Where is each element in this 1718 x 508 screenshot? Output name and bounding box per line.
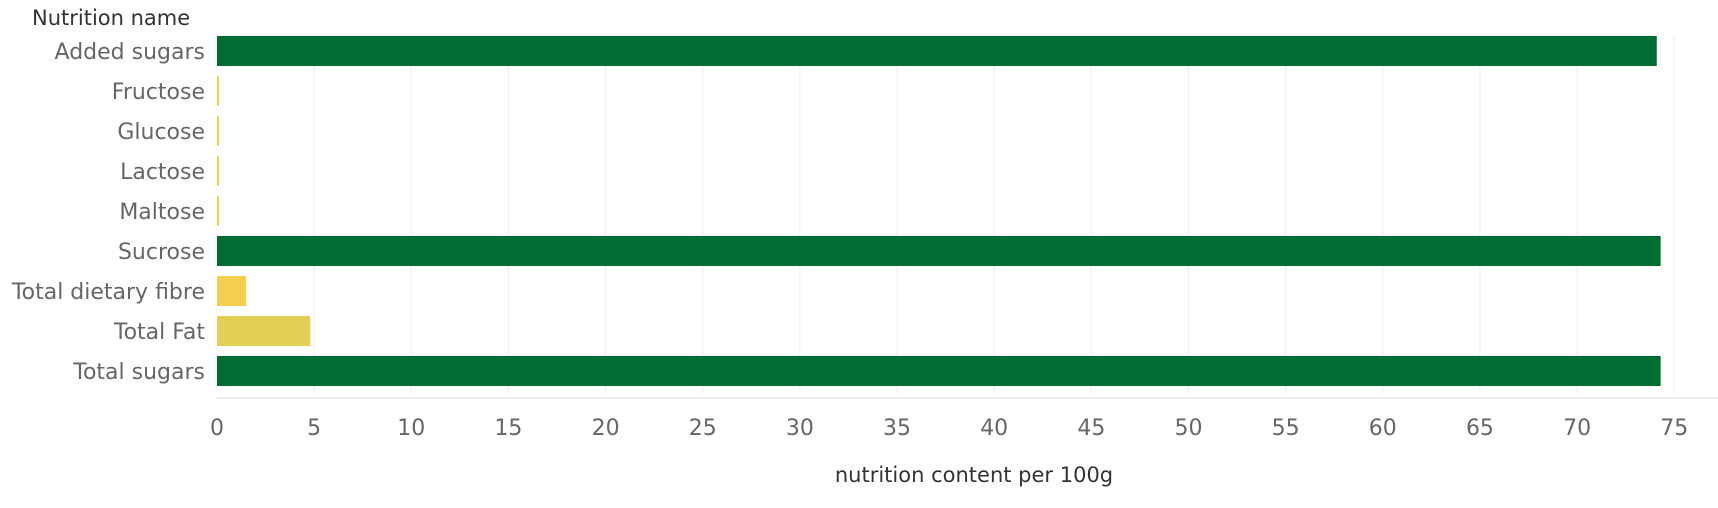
bar — [217, 276, 247, 306]
x-tick-label: 20 — [592, 416, 620, 441]
category-label: Total dietary fibre — [11, 280, 205, 305]
x-axis-ticks: 0 5 10 15 20 25 30 35 40 45 50 55 60 65 70 75 — [210, 416, 1688, 441]
category-label: Total Fat — [113, 320, 205, 345]
x-tick-label: 50 — [1175, 416, 1203, 441]
x-tick-label: 40 — [980, 416, 1008, 441]
x-tick-label: 0 — [210, 416, 224, 441]
category-label: Maltose — [119, 200, 205, 225]
category-label: Sucrose — [118, 240, 205, 265]
row-header: Nutrition name — [32, 6, 190, 30]
bar — [217, 356, 1661, 386]
bar — [217, 196, 219, 226]
category-label: Fructose — [112, 80, 205, 105]
bar — [217, 36, 1657, 66]
x-tick-label: 5 — [307, 416, 321, 441]
x-tick-label: 35 — [883, 416, 911, 441]
bar — [217, 116, 219, 146]
gridlines — [313, 36, 1675, 393]
x-tick-label: 55 — [1272, 416, 1300, 441]
category-labels: Added sugars Fructose Glucose Lactose Maltos… — [11, 40, 205, 385]
x-axis-title: nutrition content per 100g — [835, 463, 1113, 487]
x-tick-label: 65 — [1466, 416, 1494, 441]
category-label: Added sugars — [55, 40, 205, 65]
category-label: Glucose — [117, 120, 205, 145]
x-tick-label: 30 — [786, 416, 814, 441]
x-tick-label: 15 — [494, 416, 522, 441]
bar — [217, 316, 311, 346]
category-label: Total sugars — [72, 360, 205, 385]
x-tick-label: 60 — [1369, 416, 1397, 441]
x-tick-label: 10 — [397, 416, 425, 441]
bars — [217, 36, 1661, 386]
x-tick-label: 45 — [1077, 416, 1105, 441]
bar — [217, 156, 219, 186]
bar — [217, 76, 219, 106]
bar — [217, 236, 1661, 266]
x-tick-label: 25 — [689, 416, 717, 441]
category-label: Lactose — [120, 160, 205, 185]
x-tick-label: 75 — [1660, 416, 1688, 441]
x-tick-label: 70 — [1563, 416, 1591, 441]
